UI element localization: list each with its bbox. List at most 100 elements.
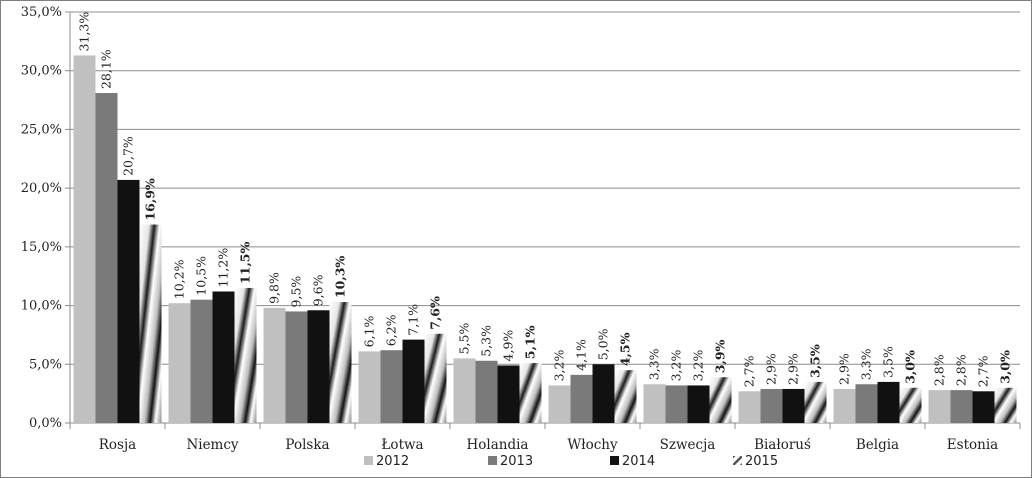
data-label: 11,2% [216,248,231,288]
y-tick-label: 10,0% [21,299,62,314]
y-tick-label: 20,0% [21,181,62,196]
category-label: Estonia [947,437,998,453]
bar-2013 [665,385,688,423]
data-label: 20,7% [121,136,136,176]
bar-2014 [497,365,520,423]
data-label: 3,3% [859,348,874,380]
legend: 2012 2013 2014 2015 [364,454,778,469]
data-label: 3,3% [647,348,662,380]
bar-2012 [738,391,761,423]
legend-swatch-2012 [364,456,373,465]
data-label: 5,5% [457,323,472,355]
bar-2015 [424,333,447,423]
data-label: 4,1% [574,339,589,371]
bar-2015 [329,302,352,423]
category-label: Holandia [467,437,529,453]
data-label: 5,1% [523,325,538,359]
bar-2014 [212,291,235,423]
y-tick-label: 15,0% [21,240,62,255]
bar-2015 [139,224,162,423]
bar-2012 [453,358,476,423]
data-label: 3,5% [808,344,823,378]
bar-2014 [117,179,140,423]
data-label: 2,7% [742,355,757,387]
data-label: 6,1% [362,315,377,347]
data-label: 10,3% [333,256,348,298]
bar-2012 [548,385,571,423]
y-tick-label: 30,0% [21,64,62,79]
bar-2012 [928,390,951,423]
bar-2015 [234,287,257,423]
bar-2012 [643,384,666,423]
bar-2014 [782,388,805,423]
bar-2013 [760,388,783,423]
legend-label: 2012 [376,454,409,469]
data-label: 4,5% [618,332,633,366]
bar-2012 [168,303,191,423]
bar-2013 [475,360,498,423]
bar-2015 [519,363,542,423]
data-label: 9,8% [267,272,282,304]
data-label: 10,2% [172,259,187,299]
bar-2014 [402,339,425,423]
bars [73,55,1017,424]
bar-2013 [950,390,973,423]
category-label: Belgia [856,437,899,453]
data-label: 10,5% [194,256,209,296]
data-label: 4,9% [501,330,516,362]
y-tick-label: 0,0% [29,416,62,431]
legend-label: 2015 [745,454,778,469]
bar-2015 [614,370,637,423]
category-label: Rosja [99,437,136,453]
data-label: 3,9% [713,339,728,373]
data-label: 28,1% [99,49,114,89]
axes: 0,0% 5,0% 10,0% 15,0% 20,0% 25,0% 30,0% 35,0% Ro… [21,5,1021,453]
bar-2015 [804,381,827,423]
data-label: 2,9% [786,353,801,385]
legend-swatch-2015 [733,456,742,465]
y-tick-label: 5,0% [29,357,62,372]
data-label: 6,2% [384,314,399,346]
data-label: 3,5% [881,346,896,378]
bar-2015 [994,387,1017,423]
data-label: 2,9% [764,353,779,385]
bar-2013 [855,384,878,423]
bar-2014 [877,381,900,423]
legend-label: 2013 [500,454,533,469]
data-label: 9,5% [289,276,304,308]
data-labels: 31,3% 28,1% 20,7% 16,9% 10,2% 10,5% 11,2% 11,5%… [77,12,1013,388]
data-label: 5,3% [479,325,494,357]
category-label: Włochy [567,437,618,453]
data-label: 2,8% [932,354,947,386]
category-label: Białoruś [754,437,811,453]
bar-2012 [263,307,286,423]
bar-2012 [73,55,96,423]
data-label: 11,5% [238,242,253,284]
legend-swatch-2014 [610,456,619,465]
category-label: Polska [285,437,329,453]
legend-swatch-2013 [488,456,497,465]
category-label: Niemcy [186,437,238,453]
bar-2012 [833,388,856,423]
category-label: Szwecja [660,437,716,453]
data-label: 16,9% [143,178,158,220]
data-label: 2,9% [837,353,852,385]
bar-2012 [358,351,381,423]
bar-2015 [709,377,732,423]
data-label: 2,7% [976,355,991,387]
bar-2013 [95,93,118,424]
y-tick-label: 25,0% [21,122,62,137]
data-label: 9,6% [311,274,326,306]
bar-2014 [972,391,995,423]
data-label: 2,8% [954,354,969,386]
data-label: 7,6% [428,296,443,330]
bar-2014 [307,310,330,423]
bar-2015 [899,387,922,423]
legend-label: 2014 [622,454,655,469]
data-label: 3,2% [552,350,567,382]
data-label: 3,0% [903,350,918,384]
data-label: 7,1% [406,304,421,336]
bar-2014 [687,385,710,423]
bar-2013 [285,311,308,423]
